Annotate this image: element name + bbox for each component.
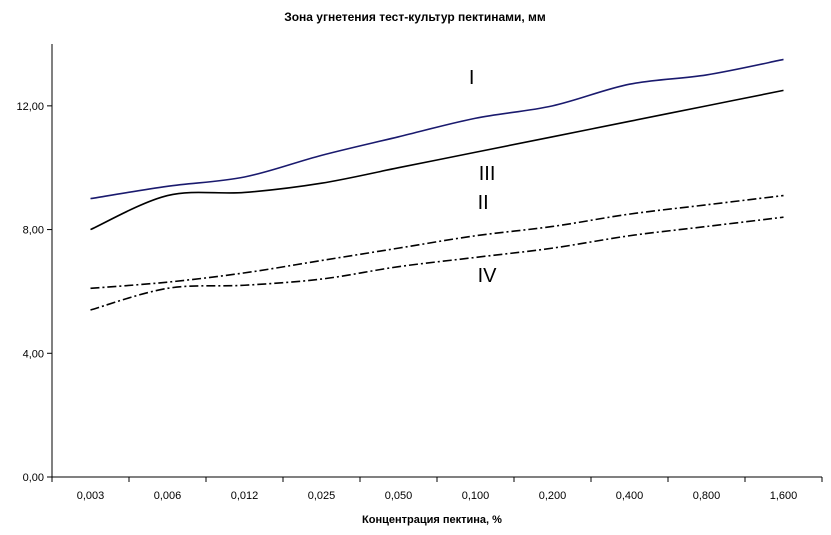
x-tick-label: 0,025: [308, 490, 336, 502]
series-label-i: I: [469, 67, 475, 89]
series-label-ii: II: [478, 192, 489, 214]
series-line-ii: [90, 194, 784, 290]
y-tick-label: 12,00: [16, 101, 44, 113]
series-line-iv: [90, 216, 784, 311]
series-label-iii: III: [479, 163, 496, 185]
x-tick-label: 0,006: [154, 490, 182, 502]
x-tick-label: 0,200: [539, 490, 567, 502]
y-tick-label: 8,00: [23, 225, 44, 237]
chart-series: [90, 58, 784, 311]
x-tick-label: 0,800: [693, 490, 721, 502]
x-tick-label: 1,600: [770, 490, 798, 502]
series-line-i: [90, 58, 784, 200]
y-tick-label: 4,00: [23, 348, 44, 360]
x-axis-label: Концентрация пектина, %: [362, 514, 502, 526]
chart-axes: 0,00 4,00 8,00 12,00 0,003 0,006 0,012 0,025 0,0…: [16, 44, 823, 502]
series-line-iii: [90, 89, 784, 231]
x-tick-label: 0,003: [77, 490, 105, 502]
series-label-iv: IV: [478, 265, 498, 287]
y-tick-label: 0,00: [23, 472, 44, 484]
x-tick-label: 0,400: [616, 490, 644, 502]
x-tick-label: 0,050: [385, 490, 413, 502]
x-tick-label: 0,100: [462, 490, 490, 502]
chart-title: Зона угнетения тест-культур пектинами, м…: [284, 10, 546, 24]
x-tick-label: 0,012: [231, 490, 259, 502]
